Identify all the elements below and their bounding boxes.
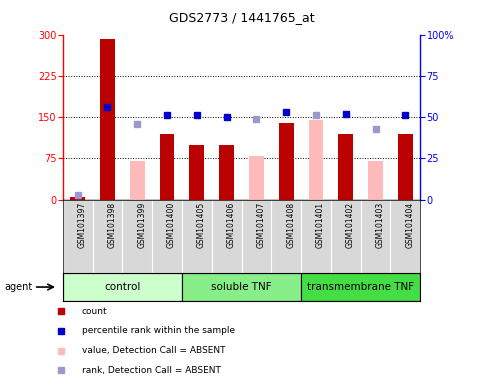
Bar: [398, 134, 413, 200]
Text: GSM101398: GSM101398: [108, 202, 116, 248]
Bar: [219, 145, 234, 200]
Text: value, Detection Call = ABSENT: value, Detection Call = ABSENT: [82, 346, 226, 355]
Bar: [338, 134, 353, 200]
Text: GDS2773 / 1441765_at: GDS2773 / 1441765_at: [169, 12, 314, 25]
Text: rank, Detection Call = ABSENT: rank, Detection Call = ABSENT: [82, 366, 221, 375]
Text: GSM101403: GSM101403: [376, 202, 384, 248]
Text: GSM101397: GSM101397: [78, 202, 86, 248]
Bar: [309, 120, 324, 200]
Text: GSM101402: GSM101402: [346, 202, 355, 248]
Bar: [130, 161, 145, 200]
Bar: [100, 39, 115, 200]
Text: GSM101404: GSM101404: [405, 202, 414, 248]
Bar: [189, 145, 204, 200]
Text: GSM101408: GSM101408: [286, 202, 295, 248]
Text: percentile rank within the sample: percentile rank within the sample: [82, 326, 235, 336]
Text: GSM101407: GSM101407: [256, 202, 265, 248]
Text: GSM101400: GSM101400: [167, 202, 176, 248]
Bar: [279, 122, 294, 200]
Bar: [182, 273, 301, 301]
Text: soluble TNF: soluble TNF: [211, 282, 272, 292]
Bar: [368, 161, 383, 200]
Bar: [70, 197, 85, 200]
Text: control: control: [104, 282, 141, 292]
Bar: [63, 273, 182, 301]
Text: GSM101399: GSM101399: [137, 202, 146, 248]
Text: GSM101406: GSM101406: [227, 202, 236, 248]
Text: transmembrane TNF: transmembrane TNF: [307, 282, 414, 292]
Text: count: count: [82, 307, 108, 316]
Bar: [159, 134, 174, 200]
Text: agent: agent: [5, 282, 33, 292]
Text: GSM101405: GSM101405: [197, 202, 206, 248]
Bar: [249, 156, 264, 200]
Text: GSM101401: GSM101401: [316, 202, 325, 248]
Bar: [301, 273, 420, 301]
